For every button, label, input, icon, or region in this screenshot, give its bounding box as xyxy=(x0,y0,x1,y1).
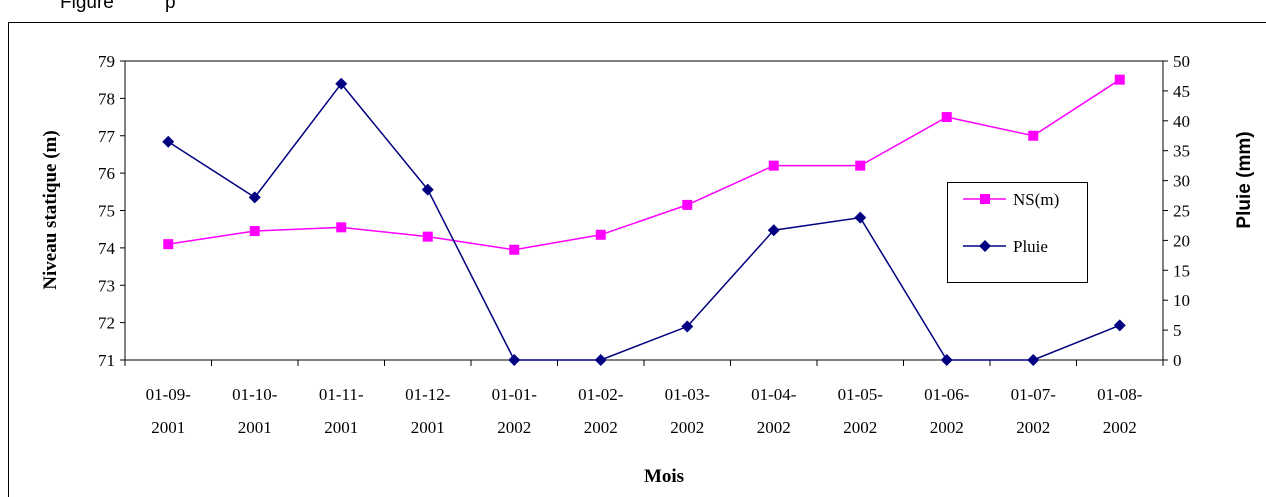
data-point xyxy=(1027,354,1040,366)
data-point xyxy=(509,244,520,255)
caption-prefix: Figure xyxy=(60,0,114,13)
x-tick-label: 01-02- xyxy=(578,385,624,404)
data-point xyxy=(1028,130,1039,141)
data-point xyxy=(422,231,433,242)
data-point xyxy=(249,226,260,237)
data-point xyxy=(595,229,606,240)
left-tick-label: 77 xyxy=(98,127,116,146)
x-tick-label: 01-08- xyxy=(1097,385,1143,404)
right-tick-label: 15 xyxy=(1173,261,1190,280)
left-tick-label: 73 xyxy=(98,276,115,295)
data-point xyxy=(248,191,261,204)
right-tick-label: 10 xyxy=(1173,291,1190,310)
data-point xyxy=(163,239,174,250)
data-point xyxy=(336,222,347,233)
x-tick-label-year: 2002 xyxy=(584,418,618,437)
left-tick-label: 74 xyxy=(98,239,116,258)
legend-label: Pluie xyxy=(1013,237,1048,256)
right-tick-label: 50 xyxy=(1173,52,1190,71)
series-layer xyxy=(162,74,1126,366)
series-line-0 xyxy=(168,79,1121,251)
data-point xyxy=(768,160,779,171)
data-point xyxy=(162,135,175,148)
right-axis: 0 5 10 15 20 25 30 35 40 45 50 xyxy=(1163,52,1190,370)
series-line-1 xyxy=(167,82,1121,361)
data-point xyxy=(1114,74,1125,85)
left-tick-label: 71 xyxy=(98,351,115,370)
right-tick-label: 20 xyxy=(1173,231,1190,250)
x-tick-label-year: 2001 xyxy=(324,418,358,437)
x-tick-label-year: 2001 xyxy=(238,418,272,437)
data-point xyxy=(421,183,434,196)
x-tick-label-year: 2001 xyxy=(151,418,185,437)
x-tick-label: 01-12- xyxy=(405,385,451,404)
data-point xyxy=(855,160,866,171)
x-tick-label-year: 2002 xyxy=(497,418,531,437)
left-tick-label: 76 xyxy=(98,164,115,183)
x-tick-label: 01-03- xyxy=(665,385,711,404)
right-tick-label: 40 xyxy=(1173,112,1190,131)
right-tick-label: 5 xyxy=(1173,321,1182,340)
right-tick-label: 0 xyxy=(1173,351,1182,370)
x-tick-label-year: 2002 xyxy=(843,418,877,437)
legend: NS(m) Pluie xyxy=(947,182,1088,283)
left-tick-label: 72 xyxy=(98,314,115,333)
x-tick-label: 01-01- xyxy=(492,385,538,404)
x-tick-label-year: 2002 xyxy=(1103,418,1137,437)
legend-marker xyxy=(980,194,990,204)
x-tick-label-year: 2002 xyxy=(757,418,791,437)
left-tick-label: 79 xyxy=(98,52,115,71)
right-tick-label: 45 xyxy=(1173,82,1190,101)
right-tick-label: 30 xyxy=(1173,172,1190,191)
data-point xyxy=(508,354,521,366)
legend-marker xyxy=(979,240,991,252)
data-point xyxy=(681,320,694,333)
chart-frame xyxy=(8,22,1266,497)
x-tick-label: 01-05- xyxy=(838,385,884,404)
caption-suffix: p xyxy=(165,0,176,13)
right-axis-title: Pluie (mm) xyxy=(1234,131,1255,228)
right-tick-label: 25 xyxy=(1173,202,1190,221)
x-tick-label: 01-07- xyxy=(1011,385,1057,404)
data-point xyxy=(940,354,953,366)
data-point xyxy=(682,199,693,210)
x-tick-label: 01-06- xyxy=(924,385,970,404)
x-tick-label-year: 2001 xyxy=(411,418,445,437)
left-axis: 71 72 73 74 75 76 77 78 79 xyxy=(98,52,125,370)
data-point xyxy=(335,77,348,90)
left-tick-label: 78 xyxy=(98,89,115,108)
x-tick-label: 01-10- xyxy=(232,385,278,404)
x-axis-title: Mois xyxy=(644,466,684,487)
data-point xyxy=(854,211,867,224)
x-tick-label: 01-04- xyxy=(751,385,797,404)
x-tick-label-year: 2002 xyxy=(1016,418,1050,437)
right-tick-label: 35 xyxy=(1173,142,1190,161)
left-axis-title: Niveau statique (m) xyxy=(40,130,61,289)
x-tick-label-year: 2002 xyxy=(670,418,704,437)
legend-label: NS(m) xyxy=(1013,190,1059,209)
data-point xyxy=(1113,319,1126,332)
x-tick-label: 01-11- xyxy=(319,385,364,404)
x-tick-label: 01-09- xyxy=(146,385,192,404)
x-axis: 01-09- 2001 01-10- 2001 01-11- 2001 01-12- 2001… xyxy=(124,360,1164,437)
data-point xyxy=(767,224,780,237)
data-point xyxy=(594,354,607,366)
data-point xyxy=(941,112,952,123)
left-tick-label: 75 xyxy=(98,202,115,221)
x-tick-label-year: 2002 xyxy=(930,418,964,437)
